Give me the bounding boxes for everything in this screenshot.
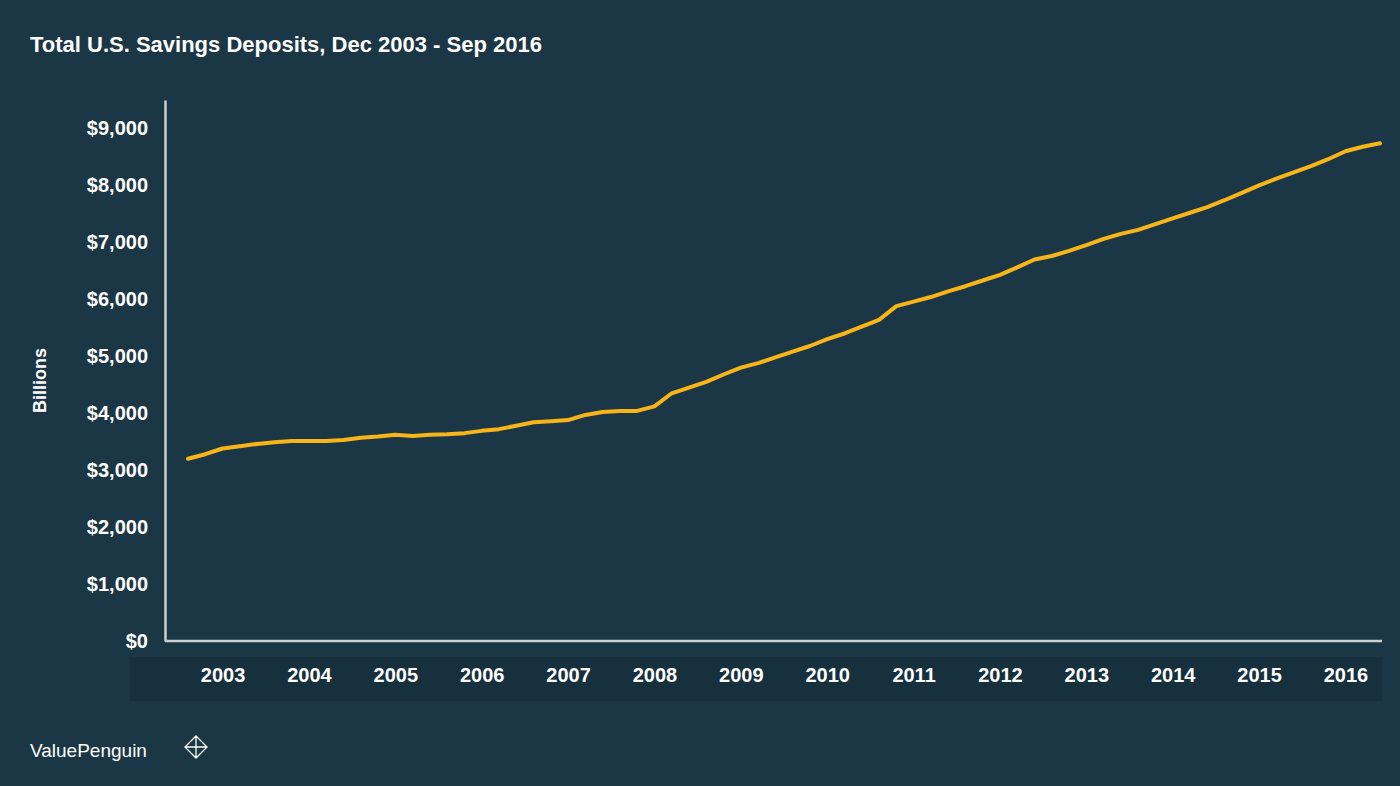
x-tick: 2005 bbox=[374, 641, 419, 686]
y-tick: $3,000 bbox=[87, 459, 165, 481]
y-tick: $0 bbox=[126, 630, 165, 652]
x-axis: 2003 2004 2005 2006 2007 2008 2009 2010 2011 2012… bbox=[165, 641, 1382, 686]
x-tick-label: 2009 bbox=[719, 664, 764, 686]
y-tick: $7,000 bbox=[87, 231, 165, 253]
source: ValuePenguin bbox=[30, 740, 147, 761]
y-tick-label: $6,000 bbox=[87, 288, 148, 310]
x-tick: 2006 bbox=[460, 641, 505, 686]
x-tick: 2015 bbox=[1237, 641, 1282, 686]
x-tick: 2014 bbox=[1151, 641, 1196, 686]
x-tick: 2016 bbox=[1324, 641, 1369, 686]
plot-area bbox=[188, 143, 1380, 458]
x-tick-label: 2008 bbox=[633, 664, 678, 686]
y-axis-title: Billions bbox=[30, 348, 50, 413]
x-tick-label: 2016 bbox=[1324, 664, 1369, 686]
y-tick-label: $0 bbox=[126, 630, 148, 652]
y-tick: $8,000 bbox=[87, 174, 165, 196]
y-axis-line bbox=[164, 101, 167, 642]
y-tick-label: $4,000 bbox=[87, 402, 148, 424]
y-tick: $4,000 bbox=[87, 402, 165, 424]
x-tick-label: 2005 bbox=[374, 664, 419, 686]
x-tick: 2009 bbox=[719, 641, 764, 686]
x-tick: 2007 bbox=[546, 641, 591, 686]
x-tick: 2008 bbox=[633, 641, 678, 686]
y-tick: $2,000 bbox=[87, 516, 165, 538]
x-tick-label: 2003 bbox=[201, 664, 246, 686]
x-tick-label: 2014 bbox=[1151, 664, 1196, 686]
x-tick: 2003 bbox=[201, 641, 246, 686]
savings-line bbox=[188, 143, 1380, 458]
y-tick-label: $1,000 bbox=[87, 573, 148, 595]
y-axis: $0 $1,000 $2,000 $3,000 $4,000 $5,000 $6,000 $7… bbox=[87, 101, 166, 652]
y-tick-label: $9,000 bbox=[87, 117, 148, 139]
x-tick-label: 2006 bbox=[460, 664, 505, 686]
x-tick-label: 2004 bbox=[287, 664, 332, 686]
y-tick-label: $7,000 bbox=[87, 231, 148, 253]
x-tick-label: 2011 bbox=[892, 664, 935, 686]
x-tick: 2010 bbox=[805, 641, 850, 686]
x-tick: 2004 bbox=[287, 641, 332, 686]
x-label-band bbox=[130, 657, 1382, 701]
x-tick-label: 2007 bbox=[546, 664, 591, 686]
y-tick-label: $5,000 bbox=[87, 345, 148, 367]
x-axis-line bbox=[165, 640, 1382, 643]
y-tick: $6,000 bbox=[87, 288, 165, 310]
y-tick-label: $8,000 bbox=[87, 174, 148, 196]
y-tick-label: $2,000 bbox=[87, 516, 148, 538]
logo-shape bbox=[185, 736, 207, 758]
x-tick-label: 2015 bbox=[1237, 664, 1282, 686]
title: Total U.S. Savings Deposits, Dec 2003 - … bbox=[30, 32, 542, 57]
y-tick: $9,000 bbox=[87, 117, 165, 139]
chart: Total U.S. Savings Deposits, Dec 2003 - … bbox=[0, 0, 1400, 786]
x-tick: 2011 bbox=[892, 641, 935, 686]
x-tick: 2012 bbox=[978, 641, 1023, 686]
x-tick: 2013 bbox=[1065, 641, 1110, 686]
y-tick: $5,000 bbox=[87, 345, 165, 367]
background bbox=[0, 0, 1400, 786]
y-tick-label: $3,000 bbox=[87, 459, 148, 481]
y-tick: $1,000 bbox=[87, 573, 165, 595]
x-tick-label: 2013 bbox=[1065, 664, 1110, 686]
x-tick-label: 2010 bbox=[805, 664, 850, 686]
logo-icon bbox=[185, 736, 207, 758]
x-tick-label: 2012 bbox=[978, 664, 1023, 686]
